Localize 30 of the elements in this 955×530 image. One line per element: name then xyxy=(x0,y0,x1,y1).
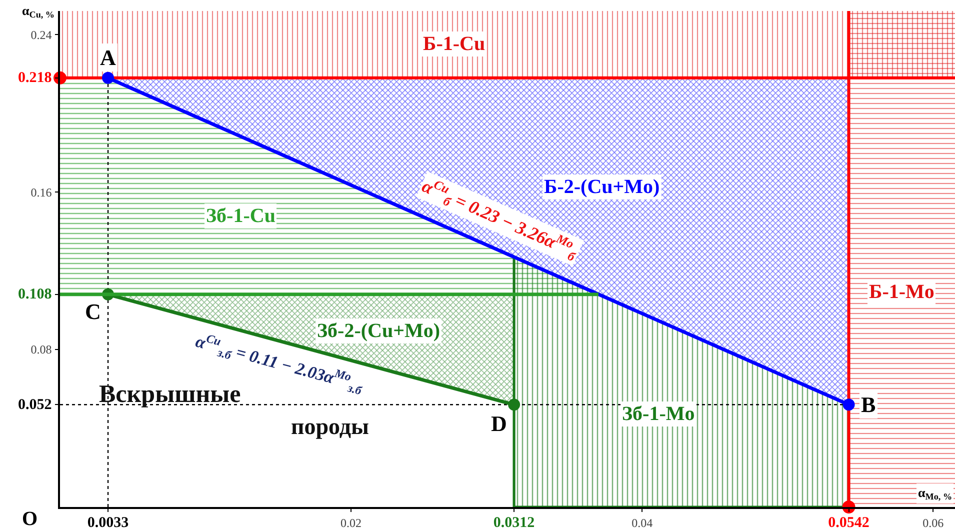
point xyxy=(842,398,855,411)
text: Зб-1-Cu xyxy=(206,205,276,227)
y-tick-label: 0.218 xyxy=(18,70,52,86)
band-label: Б-1-Cu xyxy=(423,33,486,55)
x-tick-label: 0.0033 xyxy=(87,515,129,530)
series-label: Зб-1-Mo xyxy=(622,403,695,425)
x-tick-label: 0.0312 xyxy=(493,515,535,530)
point xyxy=(102,72,114,84)
x-tick-label: 0.0542 xyxy=(828,515,870,530)
y-axis-title: α$_{Cu, %}$ xyxy=(22,3,55,20)
band-label: Б-1-Mo xyxy=(869,281,934,303)
y-tick-label: 0.16 xyxy=(30,185,52,200)
y-tick-label: 0.24 xyxy=(30,28,52,42)
y-tick-label: 0.052 xyxy=(18,396,52,413)
text: Б-2-(Cu+Mo) xyxy=(544,176,660,198)
annotation: A xyxy=(100,45,116,70)
x-tick-label: 0.06 xyxy=(922,516,944,530)
annotation: породы xyxy=(291,414,370,439)
y-tick-label: 0.08 xyxy=(30,342,52,357)
annotation: Вскрышные xyxy=(99,381,241,408)
x-axis-title: α$_{Mo, %}$ xyxy=(918,485,952,502)
annotation: D xyxy=(491,411,507,436)
y-tick-label: 0.108 xyxy=(18,286,52,303)
series-label: Зб-2-(Cu+Mo) xyxy=(317,320,440,342)
annotation: C xyxy=(85,299,101,324)
text: O xyxy=(22,508,38,530)
point xyxy=(508,398,520,411)
x-tick-label: 0.02 xyxy=(340,516,362,530)
x-tick-label: 0.04 xyxy=(632,516,653,530)
annotation: B xyxy=(861,392,876,417)
